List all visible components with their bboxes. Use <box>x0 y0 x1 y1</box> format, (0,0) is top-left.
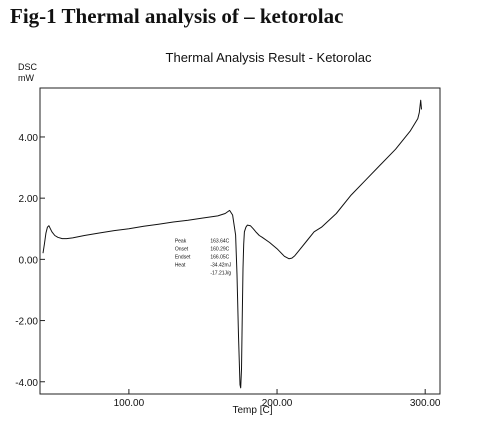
annotation-value: 160.29C <box>210 247 229 253</box>
axis-ticks: 4.00 2.00 0.00 -2.00 -4.00 100.00 200.00 300.00 <box>15 133 441 409</box>
y-axis-label-quantity: DSC <box>18 62 38 72</box>
annotation-value: -17.21J/g <box>210 271 231 277</box>
y-axis-label-unit: mW <box>18 73 34 83</box>
annotation-label: Onset <box>175 247 189 253</box>
plot-frame <box>39 87 441 395</box>
dsc-curve <box>42 99 422 389</box>
y-tick-label: 0.00 <box>19 255 39 266</box>
x-tick-label: 100.00 <box>114 398 145 409</box>
y-tick-label: 4.00 <box>19 133 39 144</box>
y-axis-label: DSC mW <box>18 62 37 84</box>
x-tick-label: 300.00 <box>410 398 441 409</box>
y-tick-label: -4.00 <box>15 378 38 389</box>
x-axis-label: Temp [C] <box>232 405 273 416</box>
annotation-value: 163.64C <box>210 239 229 245</box>
annotation-value: -34.42mJ <box>210 263 231 269</box>
chart-title: Thermal Analysis Result - Ketorolac <box>165 50 372 65</box>
annotation-label: Peak <box>175 239 187 245</box>
y-tick-label: -2.00 <box>15 317 38 328</box>
data-series <box>42 99 422 389</box>
y-tick-label: 2.00 <box>19 194 39 205</box>
x-tick-label: 200.00 <box>262 398 293 409</box>
annotation-label: Endset <box>175 255 191 261</box>
annotation-label: Heat <box>175 263 186 269</box>
annotation-value: 166.05C <box>210 255 229 261</box>
figure-caption: Fig-1 Thermal analysis of – ketorolac <box>10 4 344 28</box>
peak-annotation-table: Peak 163.64C Onset 160.29C Endset 166.05C Heat… <box>175 239 232 277</box>
